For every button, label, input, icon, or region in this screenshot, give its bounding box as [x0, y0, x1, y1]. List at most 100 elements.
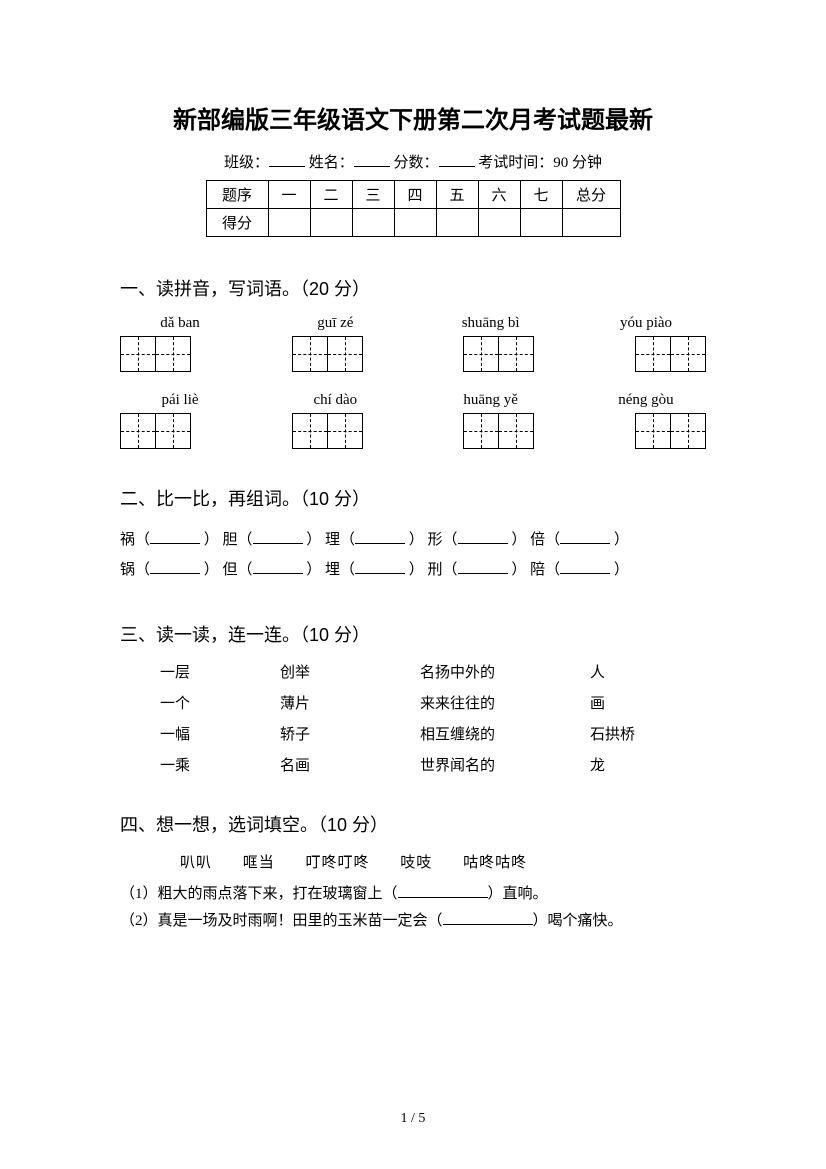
word-option: 咕咚咕咚: [463, 855, 527, 871]
header-cell: 七: [520, 181, 562, 209]
match-row: 一幅轿子相互缠绕的石拱桥: [120, 723, 706, 744]
score-label: 分数：: [394, 155, 439, 171]
score-cell[interactable]: [310, 209, 352, 237]
q2-text: ）: [614, 562, 629, 578]
table-row: 题序 一 二 三 四 五 六 七 总分: [206, 181, 620, 209]
pinyin-row: dǎ ban guī zé shuāng bì yóu piào: [120, 315, 706, 332]
class-label: 班级：: [224, 155, 269, 171]
score-cell[interactable]: [352, 209, 394, 237]
tianzi-row: [120, 336, 706, 372]
header-cell: 六: [478, 181, 520, 209]
tianzi-group[interactable]: [120, 413, 191, 449]
header-cell: 三: [352, 181, 394, 209]
q2-text: ） 倍（: [511, 532, 560, 548]
pinyin-label: yóu piào: [586, 315, 706, 332]
pinyin-row: pái liè chí dào huāng yě néng gòu: [120, 392, 706, 409]
exam-meta: 班级： 姓名： 分数： 考试时间：90 分钟: [120, 151, 706, 172]
q2-text: ） 理（: [306, 532, 355, 548]
fill-blank[interactable]: [150, 560, 200, 574]
fill-blank[interactable]: [253, 530, 303, 544]
fill-blank[interactable]: [253, 560, 303, 574]
fill-blank[interactable]: [560, 530, 610, 544]
match-item: 人: [590, 661, 605, 682]
header-cell: 四: [394, 181, 436, 209]
page-number: 1 / 5: [0, 1111, 826, 1127]
match-item: 一乘: [160, 754, 220, 775]
fill-blank[interactable]: [150, 530, 200, 544]
section-3-heading: 三、读一读，连一连。（10 分）: [120, 621, 706, 647]
fill-blank[interactable]: [355, 530, 405, 544]
word-option: 叭叭: [180, 855, 212, 871]
q4-text: ）直响。: [488, 886, 548, 902]
q2-row: 祸（ ） 胆（ ） 理（ ） 形（ ） 倍（ ）: [120, 525, 706, 555]
fill-blank[interactable]: [443, 911, 533, 925]
pinyin-label: huāng yě: [431, 392, 551, 409]
table-row: 得分: [206, 209, 620, 237]
match-item: 相互缠绕的: [420, 723, 530, 744]
score-cell[interactable]: [478, 209, 520, 237]
name-label: 姓名：: [309, 155, 354, 171]
score-cell[interactable]: [562, 209, 620, 237]
name-blank[interactable]: [354, 152, 390, 167]
header-cell: 五: [436, 181, 478, 209]
section-1-heading: 一、读拼音，写词语。（20 分）: [120, 275, 706, 301]
match-row: 一个薄片来来往往的画: [120, 692, 706, 713]
tianzi-group[interactable]: [635, 336, 706, 372]
tianzi-group[interactable]: [463, 413, 534, 449]
fill-blank[interactable]: [398, 884, 488, 898]
score-cell[interactable]: [394, 209, 436, 237]
fill-blank[interactable]: [560, 560, 610, 574]
time-label: 考试时间：90 分钟: [478, 155, 602, 171]
word-option: 吱吱: [400, 855, 432, 871]
q2-text: ） 陪（: [511, 562, 560, 578]
match-row: 一层 创举 名扬中外的 人: [120, 661, 706, 682]
q2-text: ）: [614, 532, 629, 548]
match-item: 龙: [590, 754, 605, 775]
tianzi-group[interactable]: [292, 413, 363, 449]
match-item: 创举: [280, 661, 370, 682]
score-cell[interactable]: [520, 209, 562, 237]
q2-text: ） 形（: [409, 532, 458, 548]
match-item: 名扬中外的: [420, 661, 530, 682]
pinyin-label: dǎ ban: [120, 315, 240, 332]
match-item: 世界闻名的: [420, 754, 530, 775]
score-cell[interactable]: [268, 209, 310, 237]
pinyin-label: guī zé: [275, 315, 395, 332]
score-table: 题序 一 二 三 四 五 六 七 总分 得分: [206, 180, 621, 237]
q4-text: （1）粗大的雨点落下来，打在玻璃窗上（: [120, 886, 398, 902]
q2-text: ） 但（: [204, 562, 253, 578]
pinyin-label: shuāng bì: [431, 315, 551, 332]
pinyin-label: néng gòu: [586, 392, 706, 409]
match-item: 画: [590, 692, 605, 713]
match-item: 一层: [160, 661, 220, 682]
fill-blank[interactable]: [458, 530, 508, 544]
score-blank[interactable]: [439, 152, 475, 167]
tianzi-row: [120, 413, 706, 449]
q4-sentence: （1）粗大的雨点落下来，打在玻璃窗上（ ）直响。: [120, 882, 706, 903]
section-4-heading: 四、想一想，选词填空。（10 分）: [120, 811, 706, 837]
word-option: 哐当: [243, 855, 275, 871]
match-row: 一乘 名画 世界闻名的 龙: [120, 754, 706, 775]
tianzi-group[interactable]: [463, 336, 534, 372]
fill-blank[interactable]: [355, 560, 405, 574]
tianzi-group[interactable]: [635, 413, 706, 449]
page-title: 新部编版三年级语文下册第二次月考试题最新: [120, 100, 706, 135]
q2-text: 祸（: [120, 532, 150, 548]
fill-blank[interactable]: [458, 560, 508, 574]
class-blank[interactable]: [269, 152, 305, 167]
header-cell: 二: [310, 181, 352, 209]
word-option: 叮咚叮咚: [306, 855, 370, 871]
header-cell: 总分: [562, 181, 620, 209]
match-item: 名画: [280, 754, 370, 775]
q2-text: ） 埋（: [306, 562, 355, 578]
q2-row: 锅（ ） 但（ ） 埋（ ） 刑（ ） 陪（ ）: [120, 555, 706, 585]
q4-text: ）喝个痛快。: [533, 913, 623, 929]
score-cell[interactable]: [436, 209, 478, 237]
section-2-heading: 二、比一比，再组词。（10 分）: [120, 485, 706, 511]
tianzi-group[interactable]: [292, 336, 363, 372]
match-item: 轿子: [280, 723, 370, 744]
match-item: 薄片: [280, 692, 370, 713]
match-item: 石拱桥: [590, 723, 635, 744]
tianzi-group[interactable]: [120, 336, 191, 372]
q4-sentence: （2）真是一场及时雨啊！田里的玉米苗一定会（）喝个痛快。: [120, 909, 706, 930]
